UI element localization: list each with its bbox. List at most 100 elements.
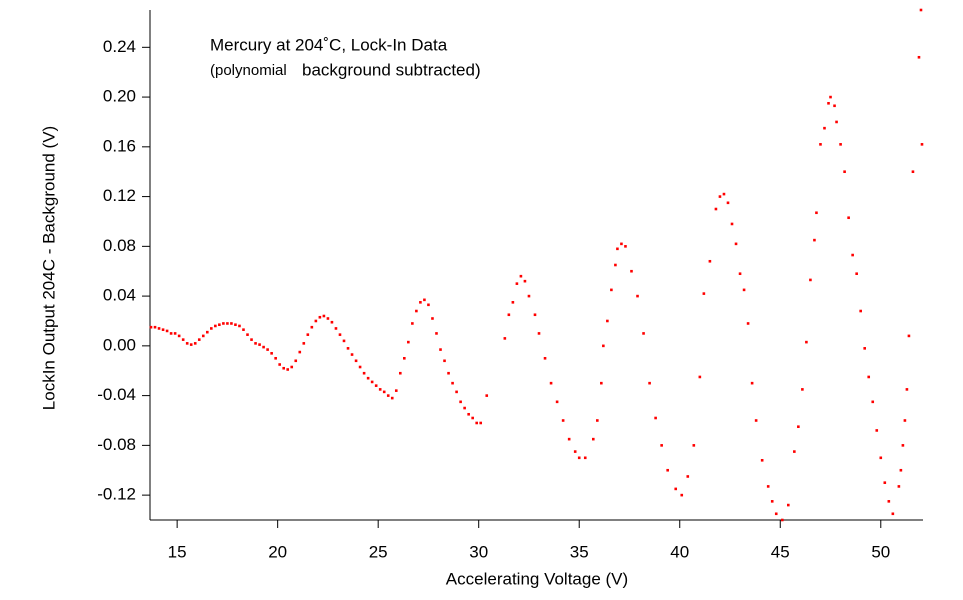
point [620,242,623,246]
point [537,332,541,335]
point [523,279,527,283]
point [407,340,410,344]
point [193,342,197,345]
point [394,389,398,392]
x-tick-label: 50 [871,542,890,561]
point [270,352,273,355]
x-tick-label: 35 [570,542,589,561]
point [181,338,185,341]
point [274,356,277,360]
x-tick-label: 30 [469,542,488,561]
point [770,500,774,503]
point [411,322,414,325]
point [533,313,537,317]
y-tick-label: 0.08 [103,236,136,255]
point [471,416,474,420]
point [334,327,338,330]
point [600,381,603,385]
y-tick-label: -0.08 [97,435,136,454]
point [294,359,298,363]
point [805,340,808,344]
point [173,332,177,335]
y-tick-label: 0.24 [103,37,136,56]
y-tick-label: 0.12 [103,186,136,205]
point [234,323,237,327]
point [833,104,836,108]
y-tick-label: 0.16 [103,136,136,155]
point [610,288,613,292]
point [573,450,577,453]
point [891,512,895,516]
x-axis-title: Accelerating Voltage (V) [446,569,628,588]
point [583,456,587,460]
point [330,320,334,324]
y-axis-title: LockIn Output 204C - Background (V) [39,126,58,410]
point [920,143,924,146]
point [242,328,245,331]
point [642,332,645,335]
point [766,485,770,488]
point [431,317,434,320]
point [879,456,883,460]
point [835,120,838,124]
point [463,406,466,410]
point [738,272,742,276]
point [382,390,386,394]
point [302,342,306,345]
point [702,292,706,295]
point [246,333,249,336]
point [378,388,382,391]
point [503,337,507,340]
point [614,263,617,267]
point [314,319,318,323]
point [214,324,217,328]
y-tick-label: 0.00 [103,335,136,354]
point [366,376,370,380]
point [871,400,875,404]
point [718,195,722,198]
point [561,419,565,422]
point [210,327,213,330]
point [883,481,887,484]
y-tick-label: -0.12 [97,485,136,504]
point [427,303,430,307]
point [897,485,901,488]
point [591,437,595,441]
point [839,143,842,146]
point [326,317,330,320]
point [459,400,462,404]
point [742,288,746,292]
point [439,348,442,351]
point [254,342,257,345]
point [774,512,778,516]
point [567,437,571,441]
point [282,366,285,370]
point [843,170,846,174]
point [298,350,302,354]
point [813,238,816,242]
point [596,419,599,422]
point [903,419,907,422]
point [851,253,854,257]
point [205,330,209,334]
point [222,322,225,325]
annotation: Mercury at 204˚C, Lock-In Data [210,35,448,54]
point [648,381,651,385]
point [485,394,489,397]
point [169,332,173,335]
point [266,348,269,351]
point [760,458,764,462]
point [907,334,911,338]
point [346,347,350,350]
point [423,298,426,302]
point [455,390,458,394]
point [859,309,862,313]
point [286,368,290,371]
point [863,347,866,350]
point [801,388,804,391]
point [624,245,627,248]
point [386,394,390,397]
point [515,282,519,285]
point [827,101,830,105]
y-tick-label: -0.04 [97,385,136,404]
